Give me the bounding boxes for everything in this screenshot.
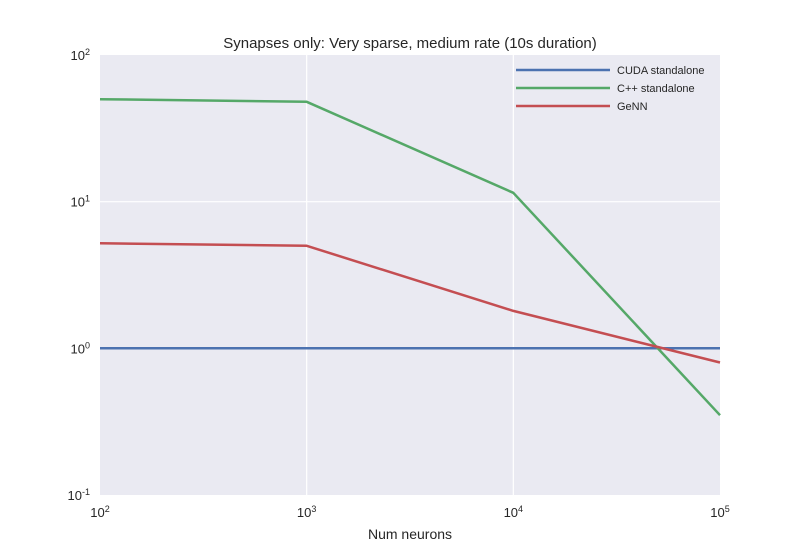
x-tick-label: 103 [297, 504, 316, 520]
x-axis-ticks: 102 103 104 105 [90, 504, 729, 520]
series-lines [99, 97, 721, 417]
x-tick-label: 102 [90, 504, 109, 520]
x-tick-label: 105 [710, 504, 729, 520]
x-axis-label: Num neurons [368, 526, 452, 542]
series-line-c-standalone [99, 97, 721, 417]
chart-title: Synapses only: Very sparse, medium rate … [223, 35, 597, 52]
y-axis-ticks: 10-1 100 101 102 [68, 47, 90, 503]
y-tick-label: 10-1 [68, 487, 90, 503]
y-tick-label: 100 [71, 340, 90, 356]
series-line-genn [99, 242, 721, 364]
legend-label: C++ standalone [617, 83, 695, 95]
plot-area [100, 55, 720, 495]
y-tick-label: 102 [71, 47, 90, 63]
x-tick-label: 104 [504, 504, 523, 520]
legend: CUDA standalone C++ standalone GeNN [516, 65, 704, 113]
legend-label: CUDA standalone [617, 65, 704, 77]
y-tick-label: 101 [71, 194, 90, 210]
legend-label: GeNN [617, 101, 648, 113]
